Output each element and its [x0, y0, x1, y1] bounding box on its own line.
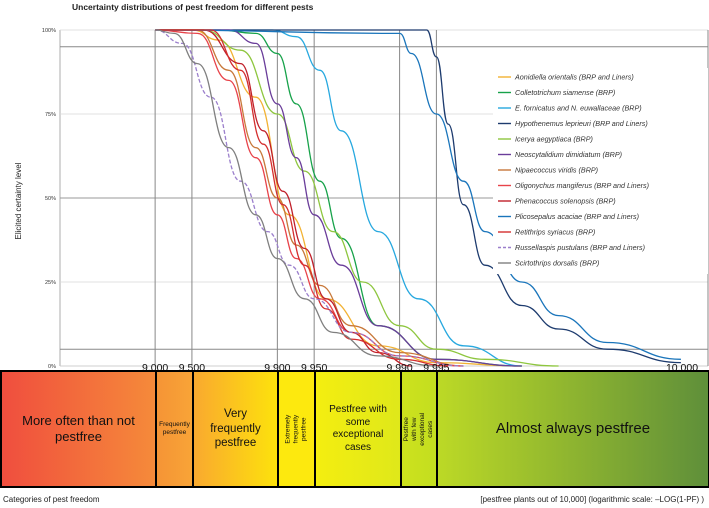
x-tick-label: 9,950: [301, 362, 327, 372]
series-line: [155, 29, 437, 367]
y-tick-label: 25%: [45, 280, 56, 286]
legend-entry: Hypothenemus leprieuri (BRP and Liners): [515, 119, 648, 128]
series-line: [155, 29, 449, 367]
series-line: [155, 29, 522, 367]
category-box: Very frequently pestfree: [192, 370, 279, 488]
category-label: Pestfree with some exceptional cases: [329, 404, 387, 453]
legend-entry: Plicosepalus acaciae (BRP and Liners): [515, 212, 639, 221]
category-label: Very frequently pestfree: [210, 408, 261, 450]
chart-plot: 0% 25% 50% 75% 100% 9,000 9,500 9,900 9,950 9,99…: [42, 28, 709, 372]
x-tick-label: 9,000: [142, 362, 168, 372]
category-label: Frequently pestfree: [159, 420, 190, 436]
category-box: Pestfree with few exceptional cases: [400, 370, 438, 488]
y-tick-label: 50%: [45, 196, 56, 202]
series-line: [155, 29, 559, 367]
legend-entry: Oligonychus mangiferus (BRP and Liners): [515, 181, 649, 190]
x-tick-label: 9,995: [423, 362, 449, 372]
series-line: [155, 29, 464, 367]
y-tick-label: 100%: [42, 28, 56, 34]
legend-entry: Phenacoccus solenopsis (BRP): [515, 197, 616, 206]
legend-entry: Colletotrichum siamense (BRP): [515, 88, 615, 97]
series-line: [155, 29, 681, 364]
category-box: Pestfree with some exceptional cases: [314, 370, 402, 488]
y-tick-labels: 0% 25% 50% 75% 100%: [42, 28, 56, 370]
series-line: [155, 29, 681, 360]
legend-entry: E. fornicatus and N. euwallaceae (BRP): [515, 104, 642, 113]
category-box: More often than not pestfree: [0, 370, 157, 488]
y-tick-label: 0%: [48, 364, 56, 370]
category-label: Pestfree with few exceptional cases: [402, 412, 435, 446]
legend-entry: Russellaspis pustulans (BRP and Liners): [515, 243, 645, 252]
x-tick-label: 9,900: [264, 362, 290, 372]
category-label: More often than not pestfree: [22, 412, 135, 444]
category-box: Extremely frequently pestfree: [277, 370, 316, 488]
legend-entry: Aonidiella orientalis (BRP and Liners): [514, 73, 634, 82]
category-label: Almost always pestfree: [495, 419, 651, 437]
x-tick-label: 9,500: [179, 362, 205, 372]
legend-entry: Neoscytalidium dimidiatum (BRP): [515, 150, 622, 159]
legend-entry: Icerya aegyptiaca (BRP): [515, 135, 593, 144]
legend-entry: Scirtothrips dorsalis (BRP): [515, 259, 599, 268]
footer-categories-label: Categories of pest freedom: [3, 495, 100, 504]
series-lines: [155, 29, 681, 367]
x-tick-labels: 9,000 9,500 9,900 9,950 9,990 9,995 10,000: [142, 362, 698, 372]
legend-entry: Retithrips syriacus (BRP): [515, 228, 595, 237]
x-tick-label: 10,000: [666, 362, 698, 372]
category-box: Frequently pestfree: [155, 370, 194, 488]
y-tick-label: 75%: [45, 112, 56, 118]
x-tick-label: 9,990: [386, 362, 412, 372]
legend: Aonidiella orientalis (BRP and Liners) Co…: [498, 73, 649, 268]
category-label: Extremely frequently pestfree: [284, 414, 308, 444]
footer-scale-label: [pestfree plants out of 10,000] (logarit…: [480, 495, 704, 504]
legend-entry: Nipaecoccus viridis (BRP): [515, 166, 598, 175]
series-line: [155, 29, 464, 367]
series-line: [155, 29, 412, 367]
legend-box: [493, 68, 708, 274]
series-line: [155, 29, 522, 367]
chart-title: Uncertainty distributions of pest freedo…: [72, 2, 314, 12]
category-box: Almost always pestfree: [436, 370, 709, 488]
